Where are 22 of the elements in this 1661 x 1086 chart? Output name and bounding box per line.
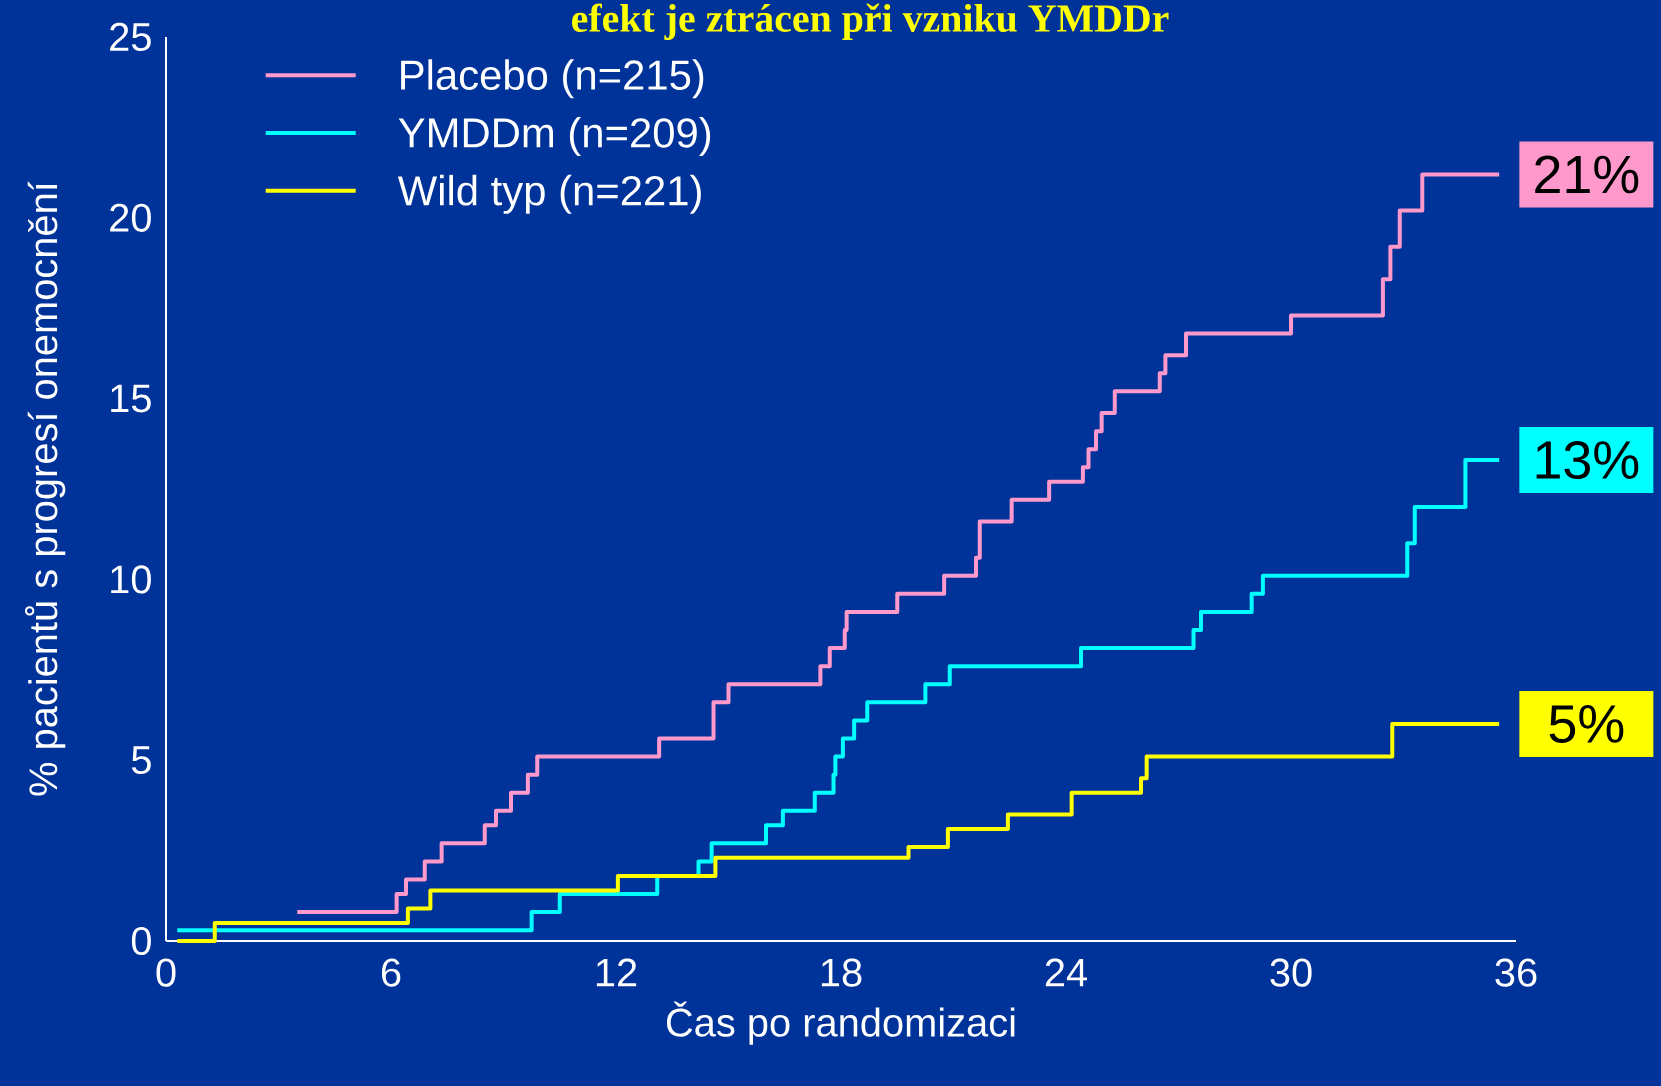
- y-tick-label: 25: [110, 22, 151, 52]
- y-tick-label: 0: [131, 926, 151, 956]
- x-tick-label: 18: [821, 958, 862, 987]
- y-tick-label: 5: [131, 746, 151, 775]
- y-tick-label: 20: [110, 203, 151, 232]
- text: 13%: [1536, 441, 1639, 480]
- legend-label: YMDDm (n=209): [398, 117, 711, 157]
- text: 5%: [1549, 705, 1624, 743]
- x-tick-label: 12: [596, 958, 637, 987]
- legend-label: Placebo (n=215): [401, 59, 704, 99]
- x-tick-label: 30: [1270, 958, 1312, 987]
- x-tick-label: 36: [1495, 958, 1537, 987]
- text: 21%: [1535, 155, 1639, 194]
- y-axis-title: % pacientů s progresí onemocnění: [24, 181, 66, 796]
- chart-title: efekt je ztrácen při vzniku YMDDr: [572, 3, 1169, 41]
- y-tick-label: 10: [111, 565, 151, 594]
- x-axis-title: Čas po randomizaci: [666, 1001, 1015, 1045]
- legend-label: Wild typ (n=221): [397, 174, 701, 214]
- x-tick-label: 0: [156, 958, 176, 987]
- x-tick-label: 24: [1045, 958, 1087, 987]
- x-tick-label: 6: [381, 958, 401, 987]
- y-tick-label: 15: [111, 384, 151, 413]
